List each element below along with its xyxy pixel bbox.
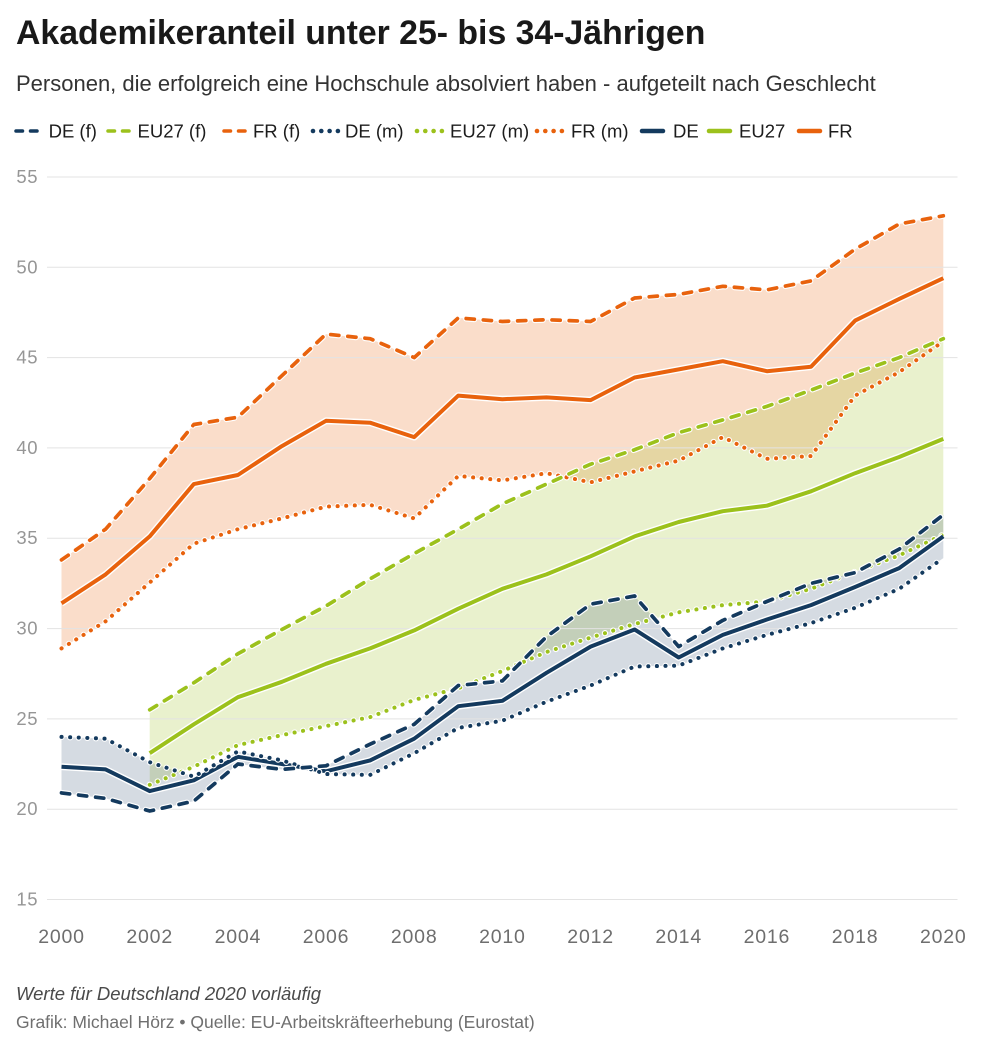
svg-text:2014: 2014 xyxy=(655,926,702,948)
svg-text:EU27 (m): EU27 (m) xyxy=(450,121,529,142)
svg-text:2012: 2012 xyxy=(567,926,614,948)
svg-text:2006: 2006 xyxy=(303,926,350,948)
svg-text:2010: 2010 xyxy=(479,926,526,948)
svg-text:30: 30 xyxy=(16,618,38,639)
svg-text:35: 35 xyxy=(16,527,38,548)
svg-text:FR: FR xyxy=(828,121,853,142)
svg-text:FR (f): FR (f) xyxy=(253,121,300,142)
svg-text:EU27: EU27 xyxy=(739,121,785,142)
svg-text:DE (f): DE (f) xyxy=(49,121,97,142)
svg-text:45: 45 xyxy=(16,347,38,368)
svg-text:2004: 2004 xyxy=(215,926,262,948)
svg-text:DE: DE xyxy=(673,121,699,142)
svg-text:2000: 2000 xyxy=(38,926,85,948)
svg-text:50: 50 xyxy=(16,256,38,277)
svg-text:2008: 2008 xyxy=(391,926,438,948)
svg-text:EU27 (f): EU27 (f) xyxy=(138,121,207,142)
svg-text:20: 20 xyxy=(16,798,38,819)
svg-text:55: 55 xyxy=(16,166,38,187)
svg-text:15: 15 xyxy=(16,889,38,910)
svg-text:Werte für Deutschland 2020 vor: Werte für Deutschland 2020 vorläufig xyxy=(16,983,322,1004)
svg-text:Akademikeranteil unter 25- bis: Akademikeranteil unter 25- bis 34-Jährig… xyxy=(16,14,705,52)
svg-text:2018: 2018 xyxy=(832,926,879,948)
svg-text:2016: 2016 xyxy=(744,926,791,948)
svg-text:40: 40 xyxy=(16,437,38,458)
svg-text:DE (m): DE (m) xyxy=(345,121,404,142)
svg-text:FR (m): FR (m) xyxy=(571,121,629,142)
svg-text:Grafik: Michael Hörz • Quelle:: Grafik: Michael Hörz • Quelle: EU-Arbeit… xyxy=(16,1012,535,1032)
svg-text:25: 25 xyxy=(16,708,38,729)
svg-text:2002: 2002 xyxy=(126,926,173,948)
svg-text:Personen, die erfolgreich eine: Personen, die erfolgreich eine Hochschul… xyxy=(16,71,876,96)
svg-text:2020: 2020 xyxy=(920,926,967,948)
